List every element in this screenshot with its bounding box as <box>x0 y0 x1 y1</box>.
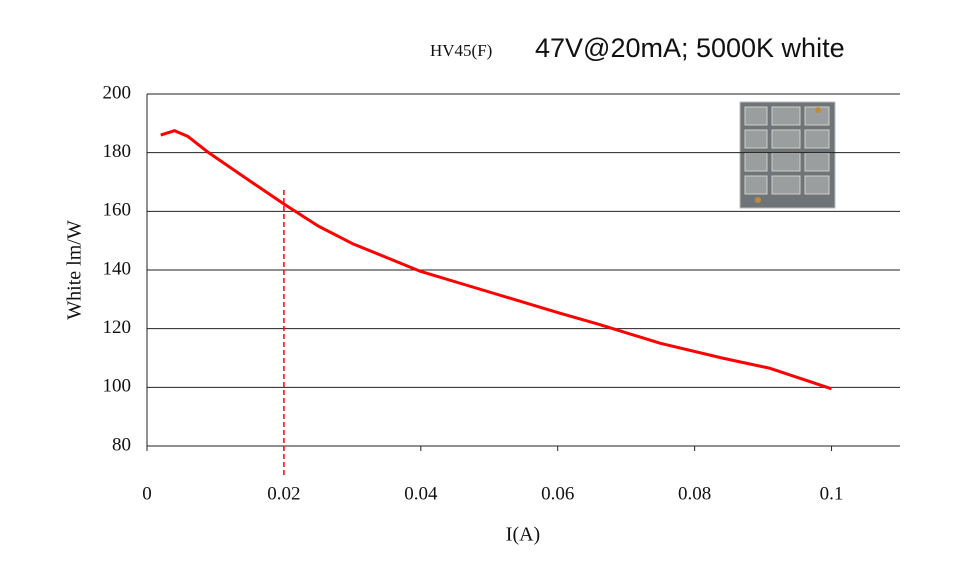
data-line <box>160 129 833 391</box>
chart-subtitle: 47V@20mA; 5000K white <box>535 33 845 63</box>
y-tick-label: 140 <box>103 258 132 279</box>
x-tick-label: 0.04 <box>404 483 438 504</box>
inset-photo <box>739 101 836 209</box>
x-tick-label: 0.02 <box>267 483 300 504</box>
x-axis-label: I(A) <box>506 524 540 546</box>
x-tick-label: 0.1 <box>820 483 844 504</box>
y-axis-label: White lm/W <box>64 220 86 320</box>
y-tick-label: 100 <box>103 376 132 397</box>
x-tick-label: 0.06 <box>541 483 574 504</box>
y-tick-label: 160 <box>103 200 132 221</box>
y-tick-label: 120 <box>103 317 132 338</box>
x-tick-label: 0 <box>142 483 152 504</box>
y-tick-label: 180 <box>103 141 132 162</box>
y-tick-label: 200 <box>103 82 132 103</box>
chart-title: HV45(F) <box>430 41 492 60</box>
x-tick-label: 0.08 <box>678 483 711 504</box>
y-tick-label: 80 <box>112 434 131 455</box>
